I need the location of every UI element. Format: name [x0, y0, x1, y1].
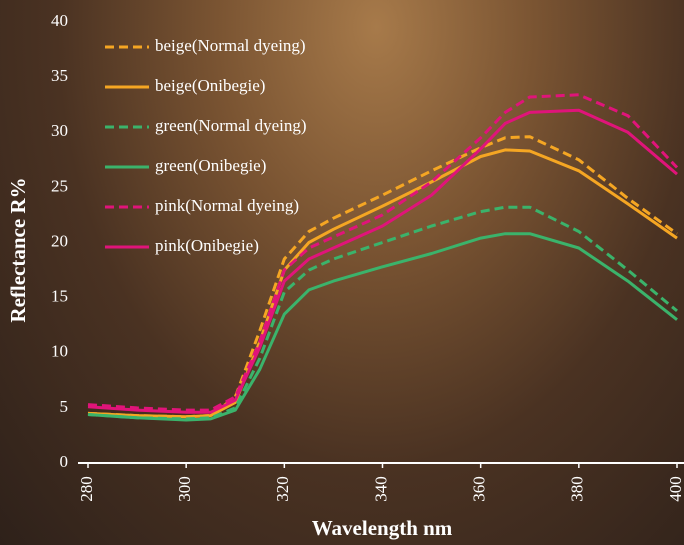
y-tick-label: 5 — [60, 397, 69, 416]
x-tick-label: 360 — [470, 476, 489, 502]
x-tick-label: 380 — [568, 476, 587, 502]
screen: Reflectance R% Wavelength nm 0 5 10 15 20 25 3… — [0, 0, 684, 545]
legend-label: green(Normal dyeing) — [155, 116, 307, 135]
legend-label: green(Onibegie) — [155, 156, 266, 175]
x-tick-label: 320 — [273, 476, 292, 502]
y-tick-label: 40 — [51, 11, 68, 30]
y-tick-label: 10 — [51, 342, 68, 361]
legend-label: beige(Normal dyeing) — [155, 36, 306, 55]
y-tick-label: 30 — [51, 121, 68, 140]
legend-label: pink(Normal dyeing) — [155, 196, 299, 215]
series-line — [88, 150, 677, 417]
y-axis-label: Reflectance R% — [6, 177, 30, 322]
y-tick-label: 0 — [60, 452, 69, 471]
y-tick-label: 20 — [51, 231, 68, 250]
series-line — [88, 234, 677, 420]
x-tick-label: 340 — [371, 476, 390, 502]
chart: Reflectance R% Wavelength nm 0 5 10 15 20 25 3… — [0, 0, 684, 545]
y-tick-label: 35 — [51, 66, 68, 85]
legend-label: beige(Onibegie) — [155, 76, 265, 95]
x-axis-label: Wavelength nm — [312, 516, 453, 540]
legend-label: pink(Onibegie) — [155, 236, 259, 255]
x-tick-label: 280 — [77, 476, 96, 502]
x-tick-label: 400 — [666, 476, 684, 502]
x-tick-label: 300 — [175, 476, 194, 502]
y-tick-label: 25 — [51, 176, 68, 195]
y-tick-label: 15 — [51, 287, 68, 306]
